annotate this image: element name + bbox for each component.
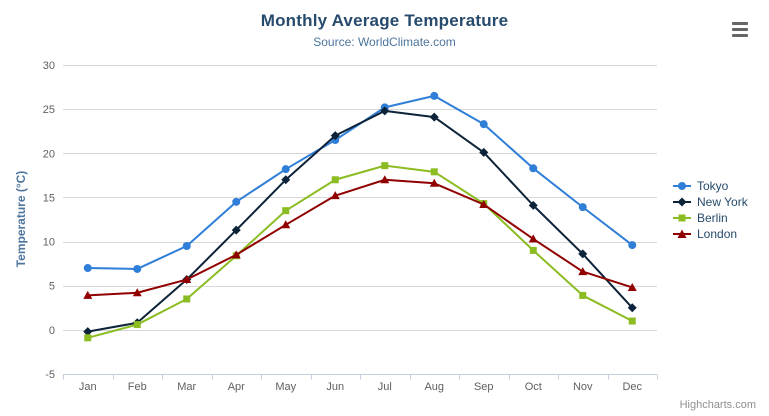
series-line-london [86, 178, 634, 297]
data-point[interactable] [133, 264, 142, 273]
data-point[interactable] [628, 317, 636, 325]
legend: Tokyo New York Berlin London [673, 178, 748, 242]
square-marker-icon [673, 212, 693, 224]
x-axis-label: Mar [177, 381, 196, 393]
data-point[interactable] [479, 199, 489, 208]
legend-item-new-york[interactable]: New York [673, 194, 748, 210]
circle-marker-icon [673, 180, 693, 192]
legend-label: Berlin [697, 211, 728, 225]
x-axis-label: Jun [326, 381, 344, 393]
hamburger-icon [732, 28, 748, 31]
credits-link[interactable]: Highcharts.com [679, 399, 756, 411]
y-axis-label: 15 [43, 192, 55, 204]
legend-item-london[interactable]: London [673, 226, 748, 242]
y-axis-label: 30 [43, 60, 55, 72]
data-point[interactable] [479, 120, 488, 129]
data-point[interactable] [231, 225, 241, 235]
x-axis-label: Jan [79, 381, 97, 393]
data-point[interactable] [182, 275, 192, 284]
y-axis-label: 5 [49, 281, 55, 293]
y-axis-label: 0 [49, 325, 55, 337]
data-point[interactable] [528, 200, 538, 210]
data-point[interactable] [627, 303, 637, 313]
chart-subtitle: Source: WorldClimate.com [313, 35, 456, 49]
y-axis-label: 20 [43, 148, 55, 160]
data-point[interactable] [281, 220, 291, 229]
data-point[interactable] [429, 112, 439, 122]
data-point[interactable] [281, 175, 291, 185]
data-point[interactable] [83, 264, 92, 273]
hamburger-icon [732, 22, 748, 25]
data-point[interactable] [83, 327, 93, 337]
legend-item-berlin[interactable]: Berlin [673, 210, 748, 226]
data-point[interactable] [84, 334, 92, 342]
data-point[interactable] [578, 203, 587, 212]
legend-item-tokyo[interactable]: Tokyo [673, 178, 748, 194]
data-point[interactable] [579, 291, 587, 299]
x-axis-label: May [275, 381, 296, 393]
series-line-new-york [86, 109, 634, 333]
y-axis-label: -5 [45, 369, 55, 381]
data-point[interactable] [231, 250, 241, 259]
data-point[interactable] [429, 178, 439, 187]
y-axis-label: 10 [43, 237, 55, 249]
data-point[interactable] [381, 162, 389, 170]
x-axis-label: Oct [525, 381, 542, 393]
x-axis-label: Aug [424, 381, 444, 393]
data-point[interactable] [529, 164, 538, 173]
data-point[interactable] [331, 176, 339, 184]
data-point[interactable] [528, 234, 538, 243]
data-point[interactable] [330, 191, 340, 200]
data-point[interactable] [380, 175, 390, 184]
data-point[interactable] [182, 241, 191, 250]
data-point[interactable] [430, 91, 439, 100]
data-point[interactable] [132, 288, 142, 297]
x-axis-label: Dec [622, 381, 642, 393]
export-menu-button[interactable] [732, 22, 748, 37]
x-axis-label: Sep [474, 381, 494, 393]
data-point[interactable] [578, 267, 588, 276]
data-point[interactable] [330, 131, 340, 141]
x-axis-label: Nov [573, 381, 593, 393]
chart-title: Monthly Average Temperature [260, 11, 509, 30]
data-point[interactable] [183, 295, 191, 303]
data-point[interactable] [430, 168, 438, 176]
data-point[interactable] [627, 282, 637, 291]
data-point[interactable] [628, 241, 637, 250]
x-axis-label: Jul [378, 381, 392, 393]
data-point[interactable] [133, 321, 141, 329]
legend-label: New York [697, 195, 748, 209]
data-point[interactable] [232, 197, 241, 206]
data-point[interactable] [83, 290, 93, 299]
hamburger-icon [732, 34, 748, 37]
data-point[interactable] [282, 207, 290, 215]
x-axis-label: Feb [128, 381, 147, 393]
triangle-marker-icon [673, 228, 693, 240]
legend-label: London [697, 227, 738, 241]
data-point[interactable] [479, 147, 489, 157]
data-point[interactable] [578, 249, 588, 259]
series-line-berlin [86, 164, 634, 339]
data-point[interactable] [529, 246, 537, 254]
legend-label: Tokyo [697, 179, 729, 193]
y-axis-label: 25 [43, 104, 55, 116]
data-point[interactable] [380, 106, 390, 116]
diamond-marker-icon [673, 196, 693, 208]
data-point[interactable] [281, 165, 290, 174]
x-axis-label: Apr [228, 381, 245, 393]
